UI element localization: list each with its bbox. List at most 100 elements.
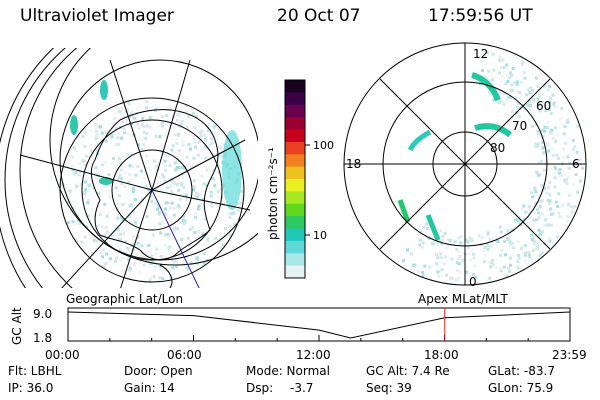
emission-pixel bbox=[80, 240, 84, 244]
emission-pixel bbox=[548, 193, 552, 197]
emission-pixel bbox=[149, 195, 153, 199]
emission-pixel bbox=[185, 197, 188, 201]
emission-pixel bbox=[213, 184, 217, 188]
emission-pixel bbox=[184, 193, 188, 197]
glon-info: GLon: 75.9 bbox=[488, 381, 554, 395]
colorbar-stripe bbox=[285, 228, 305, 242]
emission-pixel bbox=[527, 205, 531, 209]
emission-pixel bbox=[547, 107, 551, 111]
emission-pixel bbox=[157, 213, 161, 217]
emission-pixel bbox=[187, 114, 191, 118]
emission-pixel bbox=[552, 102, 556, 106]
date-label: 20 Oct 07 bbox=[277, 6, 361, 26]
emission-pixel bbox=[118, 174, 122, 177]
emission-pixel bbox=[94, 176, 98, 180]
emission-pixel bbox=[117, 202, 121, 206]
emission-pixel bbox=[436, 256, 439, 260]
emission-pixel bbox=[120, 215, 123, 219]
emission-pixel bbox=[115, 256, 119, 260]
emission-pixel bbox=[543, 224, 547, 228]
emission-pixel bbox=[66, 221, 70, 225]
emission-pixel bbox=[560, 107, 564, 111]
emission-pixel bbox=[573, 204, 577, 208]
emission-pixel bbox=[428, 265, 432, 269]
emission-pixel bbox=[511, 241, 515, 245]
emission-pixel bbox=[152, 275, 156, 279]
colorbar-stripe bbox=[285, 117, 305, 130]
emission-pixel bbox=[492, 68, 496, 72]
emission-pixel bbox=[147, 190, 150, 194]
emission-pixel bbox=[160, 121, 164, 125]
emission-pixel bbox=[180, 119, 184, 123]
emission-pixel bbox=[435, 252, 439, 256]
emission-pixel bbox=[229, 212, 233, 216]
emission-pixel bbox=[418, 270, 422, 274]
emission-pixel bbox=[557, 168, 561, 172]
emission-pixel bbox=[164, 201, 168, 205]
emission-pixel bbox=[136, 241, 140, 245]
emission-pixel bbox=[574, 163, 578, 167]
emission-pixel bbox=[142, 130, 146, 134]
emission-pixel bbox=[145, 215, 149, 219]
emission-pixel bbox=[84, 188, 88, 192]
emission-pixel bbox=[180, 238, 184, 241]
emission-pixel bbox=[534, 202, 538, 205]
emission-pixel bbox=[531, 248, 535, 252]
emission-pixel bbox=[183, 222, 186, 226]
mlat-label-70: 70 bbox=[512, 119, 527, 133]
emission-pixel bbox=[536, 173, 540, 177]
emission-pixel bbox=[133, 198, 137, 202]
emission-pixel bbox=[487, 91, 491, 95]
emission-pixel bbox=[175, 227, 179, 231]
emission-pixel bbox=[437, 274, 441, 278]
emission-pixel bbox=[489, 265, 493, 269]
colorbar-stripe bbox=[285, 179, 305, 192]
emission-pixel bbox=[528, 255, 532, 259]
emission-pixel bbox=[99, 251, 103, 255]
emission-pixel bbox=[110, 162, 114, 166]
emission-pixel bbox=[459, 241, 463, 245]
emission-pixel bbox=[174, 168, 178, 172]
emission-pixel bbox=[75, 184, 79, 188]
emission-pixel bbox=[120, 136, 124, 140]
emission-pixel bbox=[439, 242, 443, 246]
emission-pixel bbox=[535, 171, 539, 174]
emission-pixel bbox=[142, 176, 146, 180]
emission-pixel bbox=[516, 259, 520, 263]
emission-pixel bbox=[119, 232, 123, 236]
emission-pixel bbox=[196, 229, 200, 233]
emission-pixel bbox=[506, 238, 510, 241]
emission-pixel bbox=[499, 267, 503, 271]
dsp-label: Dsp: bbox=[246, 381, 274, 395]
emission-pixel bbox=[203, 133, 206, 137]
emission-pixel bbox=[464, 238, 468, 242]
emission-pixel bbox=[536, 132, 540, 136]
emission-pixel bbox=[137, 143, 141, 147]
geographic-title: Geographic Lat/Lon bbox=[66, 292, 183, 306]
emission-pixel bbox=[120, 217, 124, 221]
emission-pixel bbox=[470, 237, 473, 241]
emission-pixel bbox=[76, 218, 80, 222]
emission-pixel bbox=[456, 249, 460, 253]
emission-pixel bbox=[509, 71, 512, 75]
emission-pixel bbox=[81, 159, 85, 163]
emission-pixel bbox=[480, 236, 484, 239]
emission-pixel bbox=[548, 239, 552, 243]
emission-pixel bbox=[121, 203, 125, 206]
geographic-map bbox=[0, 48, 258, 288]
emission-pixel bbox=[99, 213, 103, 217]
emission-pixel bbox=[240, 190, 244, 193]
emission-pixel bbox=[507, 269, 511, 273]
emission-pixel bbox=[202, 252, 206, 256]
emission-pixel bbox=[96, 173, 99, 177]
emission-pixel bbox=[123, 152, 127, 156]
emission-pixel bbox=[465, 270, 469, 274]
emission-pixel bbox=[448, 276, 452, 280]
emission-pixel bbox=[555, 235, 559, 239]
emission-pixel bbox=[445, 273, 448, 277]
emission-pixel bbox=[177, 189, 181, 192]
emission-pixel bbox=[443, 231, 447, 235]
emission-pixel bbox=[128, 173, 132, 177]
emission-pixel bbox=[538, 109, 542, 113]
emission-pixel bbox=[549, 223, 553, 227]
